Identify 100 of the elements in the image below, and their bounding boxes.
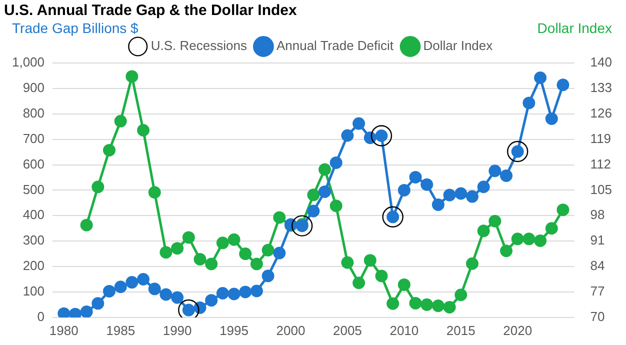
point — [556, 78, 570, 92]
y2-tick-label: 119 — [590, 130, 612, 146]
point — [205, 258, 218, 270]
point — [137, 272, 150, 286]
x-tick-label: 2005 — [332, 322, 362, 338]
point — [92, 297, 104, 310]
y2-tick-label: 91 — [590, 232, 605, 248]
point — [420, 178, 434, 191]
y-tick-label: 600 — [22, 156, 45, 172]
point — [488, 214, 502, 228]
legend-label: Annual Trade Deficit — [276, 38, 394, 54]
point — [443, 300, 456, 314]
y-tick-label: 700 — [22, 130, 45, 146]
y2-tick-label: 126 — [590, 105, 612, 120]
point — [352, 117, 366, 130]
point — [228, 288, 240, 300]
chart-title: U.S. Annual Trade Gap & the Dollar Index — [4, 2, 297, 19]
point — [534, 72, 547, 84]
point — [488, 164, 502, 178]
y-tick-label: 500 — [22, 182, 45, 197]
x-tick-label: 2010 — [390, 322, 419, 338]
point — [171, 291, 184, 304]
y-tick-label: 200 — [22, 258, 45, 274]
y-axis-title: Trade Gap Billions $ — [12, 20, 138, 36]
point — [114, 280, 127, 294]
y-tick-label: 900 — [22, 80, 45, 96]
point — [318, 163, 332, 176]
point — [160, 288, 172, 301]
legend-label: Dollar Index — [423, 38, 494, 54]
y2-tick-label: 105 — [590, 182, 612, 197]
point — [239, 286, 252, 298]
point — [330, 156, 342, 169]
x-tick-label: 2020 — [503, 322, 532, 338]
point — [126, 276, 138, 289]
point — [352, 276, 366, 290]
y2-tick-label: 98 — [590, 207, 605, 222]
point — [80, 306, 93, 318]
point — [126, 70, 138, 83]
point — [420, 298, 434, 311]
point — [216, 286, 229, 300]
x-tick-label: 2000 — [276, 322, 306, 338]
point — [506, 140, 528, 162]
point — [454, 187, 468, 200]
point — [58, 307, 70, 318]
point — [148, 282, 161, 296]
point — [443, 188, 456, 202]
point — [409, 296, 422, 310]
point — [454, 288, 468, 302]
point — [102, 144, 116, 156]
point — [291, 215, 313, 236]
point — [205, 294, 218, 307]
point — [432, 198, 444, 211]
x-tick-label: 1995 — [220, 322, 248, 338]
y2-tick-label: 133 — [590, 80, 612, 96]
point — [318, 185, 332, 198]
point — [522, 96, 536, 110]
point — [137, 124, 150, 136]
y2-tick-label: 112 — [590, 156, 612, 172]
point — [148, 186, 161, 199]
point — [477, 180, 490, 194]
x-tick-label: 1980 — [49, 322, 78, 338]
point — [250, 284, 263, 298]
point — [341, 256, 354, 269]
y-tick-label: 800 — [22, 105, 45, 120]
point — [409, 170, 422, 184]
point — [545, 222, 558, 235]
point — [522, 232, 536, 246]
point — [171, 242, 184, 255]
point — [398, 184, 410, 196]
y2-tick-label: 70 — [590, 308, 605, 324]
y-tick-label: 100 — [22, 284, 45, 299]
point — [307, 204, 320, 218]
point — [114, 114, 127, 128]
point — [370, 125, 392, 146]
y2-tick-label: 77 — [590, 284, 605, 299]
point — [239, 248, 252, 260]
legend-label: U.S. Recessions — [150, 38, 248, 54]
x-tick-label: 2015 — [446, 322, 476, 338]
point — [330, 200, 342, 212]
point — [80, 218, 93, 232]
x-tick-label: 1990 — [162, 322, 192, 338]
point — [273, 246, 286, 260]
point — [500, 244, 512, 258]
point — [466, 190, 478, 203]
point — [262, 244, 274, 256]
point — [160, 246, 172, 259]
y2-tick-label: 84 — [590, 258, 605, 274]
point — [466, 257, 478, 270]
point — [182, 231, 195, 244]
point — [556, 204, 570, 216]
point — [500, 169, 512, 182]
y-tick-label: 300 — [22, 232, 45, 248]
point — [364, 254, 376, 267]
point — [398, 278, 410, 291]
point — [534, 234, 547, 247]
point — [545, 112, 558, 125]
y-tick-label: 1,000 — [12, 54, 45, 70]
y2-axis-title: Dollar Index — [537, 20, 612, 36]
point — [228, 233, 240, 246]
point — [477, 224, 490, 238]
